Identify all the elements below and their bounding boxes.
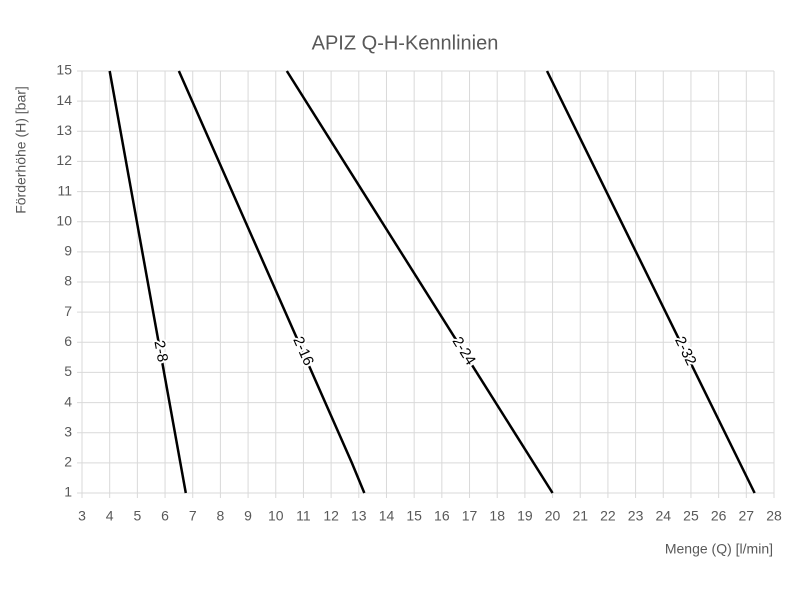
x-tick-label: 8 bbox=[217, 508, 225, 524]
x-tick-label: 23 bbox=[628, 508, 644, 524]
y-tick-label: 5 bbox=[64, 363, 72, 379]
x-tick-label: 15 bbox=[406, 508, 422, 524]
x-tick-label: 12 bbox=[323, 508, 339, 524]
chart-title: APIZ Q-H-Kennlinien bbox=[312, 32, 499, 54]
x-tick-label: 6 bbox=[161, 508, 169, 524]
y-tick-label: 6 bbox=[64, 333, 72, 349]
y-tick-label: 1 bbox=[64, 484, 72, 500]
line-label: 2-24 bbox=[449, 334, 479, 368]
y-tick-label: 10 bbox=[56, 212, 72, 228]
x-tick-label: 28 bbox=[766, 508, 782, 524]
line-label: 2-8 bbox=[150, 339, 171, 363]
line-label: 2-32 bbox=[671, 334, 700, 368]
x-tick-label: 22 bbox=[600, 508, 616, 524]
x-axis-label: Menge (Q) [l/min] bbox=[665, 541, 773, 557]
line bbox=[545, 70, 756, 494]
y-tick-label: 3 bbox=[64, 423, 72, 439]
x-tick-label: 5 bbox=[133, 508, 141, 524]
y-tick-label: 9 bbox=[64, 243, 72, 259]
x-tick-label: 21 bbox=[572, 508, 588, 524]
y-tick-label: 14 bbox=[56, 92, 72, 108]
x-tick-label: 18 bbox=[489, 508, 505, 524]
x-tick-label: 11 bbox=[296, 508, 311, 524]
y-tick-label: 13 bbox=[56, 122, 72, 138]
y-tick-label: 4 bbox=[64, 393, 72, 409]
x-tick-label: 9 bbox=[244, 508, 252, 524]
x-tick-label: 10 bbox=[268, 508, 284, 524]
x-tick-label: 3 bbox=[78, 508, 86, 524]
x-tick-label: 19 bbox=[517, 508, 533, 524]
x-tick-label: 27 bbox=[739, 508, 755, 524]
x-tick-label: 14 bbox=[379, 508, 395, 524]
line-label: 2-16 bbox=[289, 334, 317, 368]
x-tick-label: 24 bbox=[655, 508, 671, 524]
y-tick-label: 7 bbox=[64, 303, 72, 319]
y-tick-label: 8 bbox=[64, 273, 72, 289]
x-tick-label: 17 bbox=[462, 508, 478, 524]
y-tick-label: 11 bbox=[57, 182, 72, 198]
y-tick-label: 15 bbox=[56, 62, 72, 78]
x-tick-label: 13 bbox=[351, 508, 367, 524]
x-tick-label: 7 bbox=[189, 508, 197, 524]
y-axis-label: Förderhöhe (H) [bar] bbox=[13, 86, 29, 214]
x-tick-label: 26 bbox=[711, 508, 727, 524]
y-tick-label: 2 bbox=[64, 454, 72, 470]
x-tick-label: 16 bbox=[434, 508, 450, 524]
y-tick-label: 12 bbox=[56, 152, 72, 168]
x-tick-label: 4 bbox=[106, 508, 114, 524]
line bbox=[285, 70, 554, 494]
x-tick-label: 25 bbox=[683, 508, 699, 524]
x-tick-label: 20 bbox=[545, 508, 561, 524]
line bbox=[108, 70, 188, 494]
line bbox=[177, 70, 366, 494]
